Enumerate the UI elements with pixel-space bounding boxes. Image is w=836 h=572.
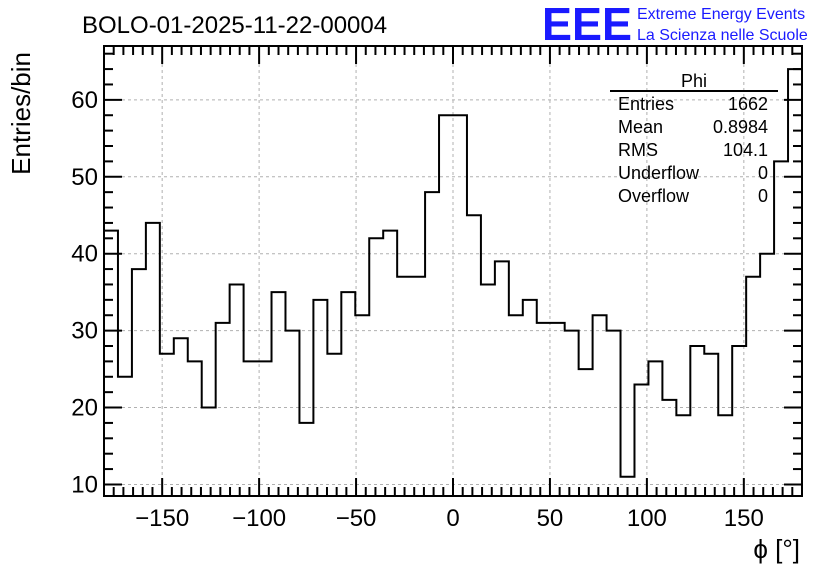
stats-label-entries: Entries	[618, 94, 674, 114]
histogram-line	[103, 68, 803, 496]
stats-value-entries: 1662	[728, 94, 768, 114]
eee-logo: EEE Extreme Energy Events La Scienza nel…	[542, 0, 808, 50]
eee-logo-line2: La Scienza nelle Scuole	[637, 27, 808, 44]
eee-logo-line1: Extreme Energy Events	[637, 6, 805, 23]
x-tick-label: 150	[724, 505, 764, 532]
stats-box-title: Phi	[681, 71, 707, 91]
y-tick-labels: 10 20 30 40 50 60	[71, 87, 98, 499]
stats-label-mean: Mean	[618, 117, 663, 137]
y-tick-label: 20	[71, 395, 98, 422]
y-axis-title: Entries/bin	[6, 52, 36, 175]
plot-title: BOLO-01-2025-11-22-00004	[82, 12, 387, 39]
stats-label-rms: RMS	[618, 140, 658, 160]
x-axis-title: ϕ [°]	[753, 534, 800, 564]
x-tick-labels: −150 −100 −50 0 50 100 150	[135, 505, 764, 532]
stats-value-underflow: 0	[758, 163, 768, 183]
y-tick-label: 30	[71, 318, 98, 345]
x-tick-label: −50	[336, 505, 377, 532]
stats-box: Phi Entries 1662 Mean 0.8984 RMS 104.1 U…	[610, 71, 778, 206]
grid-lines	[104, 46, 802, 496]
y-tick-label: 10	[71, 471, 98, 498]
x-tick-label: 50	[537, 505, 564, 532]
stats-label-underflow: Underflow	[618, 163, 700, 183]
eee-logo-mark: EEE	[542, 0, 632, 50]
y-tick-label: 60	[71, 87, 98, 114]
axis-ticks	[104, 46, 802, 496]
stats-value-mean: 0.8984	[713, 117, 768, 137]
stats-value-rms: 104.1	[723, 140, 768, 160]
y-tick-label: 40	[71, 241, 98, 268]
stats-value-overflow: 0	[758, 186, 768, 206]
x-tick-label: −100	[232, 505, 286, 532]
x-tick-label: 100	[627, 505, 667, 532]
stats-label-overflow: Overflow	[618, 186, 690, 206]
x-tick-label: −150	[135, 505, 189, 532]
x-tick-label: 0	[446, 505, 459, 532]
y-tick-label: 50	[71, 164, 98, 191]
